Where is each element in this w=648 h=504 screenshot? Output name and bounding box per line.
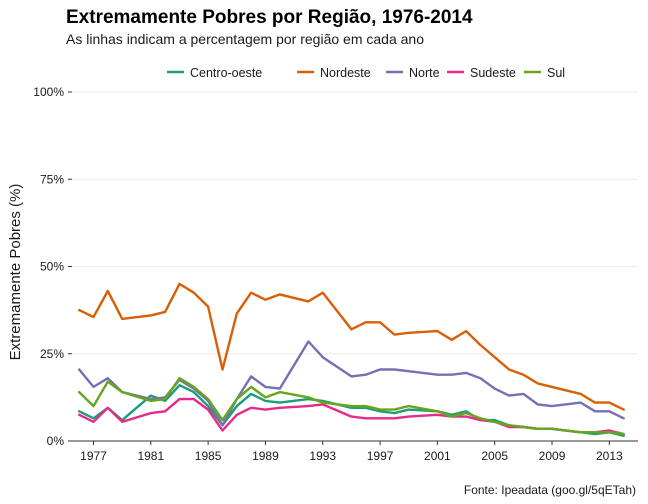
chart-subtitle: As linhas indicam a percentagem por regi… — [66, 31, 424, 47]
x-tick-label: 1993 — [309, 449, 336, 463]
legend-label: Norte — [409, 66, 440, 80]
series-line-nordeste — [77, 282, 625, 411]
series-line-sul — [77, 377, 625, 436]
grid-lines — [72, 91, 638, 355]
chart-legend: Centro-oeste Nordeste Norte Sudeste Sul — [167, 66, 565, 80]
legend-item-nordeste: Nordeste — [297, 66, 371, 80]
y-tick-label: 0% — [47, 434, 65, 448]
x-tick-label: 2005 — [481, 449, 508, 463]
x-tick-label: 1981 — [137, 449, 164, 463]
legend-label: Nordeste — [320, 66, 371, 80]
legend-item-sul: Sul — [524, 66, 565, 80]
y-tick-label: 25% — [40, 347, 64, 361]
y-tick-label: 100% — [33, 85, 64, 99]
axes: 0% 25% 50% 75% 100% 1977 1981 1985 1989 1993 1997 2… — [33, 85, 638, 463]
x-tick-label: 2013 — [596, 449, 623, 463]
x-tick-label: 1977 — [80, 449, 107, 463]
legend-label: Centro-oeste — [190, 66, 262, 80]
x-tick-label: 1997 — [367, 449, 394, 463]
legend-item-norte: Norte — [386, 66, 440, 80]
legend-label: Sul — [547, 66, 565, 80]
y-tick-label: 75% — [40, 172, 64, 186]
legend-label: Sudeste — [470, 66, 516, 80]
y-tick-label: 50% — [40, 260, 64, 274]
x-tick-label: 2001 — [424, 449, 451, 463]
legend-item-centro-oeste: Centro-oeste — [167, 66, 262, 80]
y-axis-label: Extremamente Pobres (%) — [7, 184, 24, 361]
legend-item-sudeste: Sudeste — [447, 66, 516, 80]
series-lines — [77, 282, 625, 437]
x-tick-label: 1985 — [195, 449, 222, 463]
chart-caption: Fonte: Ipeadata (goo.gl/5qETah) — [464, 483, 636, 497]
x-tick-label: 1989 — [252, 449, 279, 463]
x-tick-label: 2009 — [539, 449, 566, 463]
chart-title: Extremamente Pobres por Região, 1976-201… — [66, 7, 473, 28]
